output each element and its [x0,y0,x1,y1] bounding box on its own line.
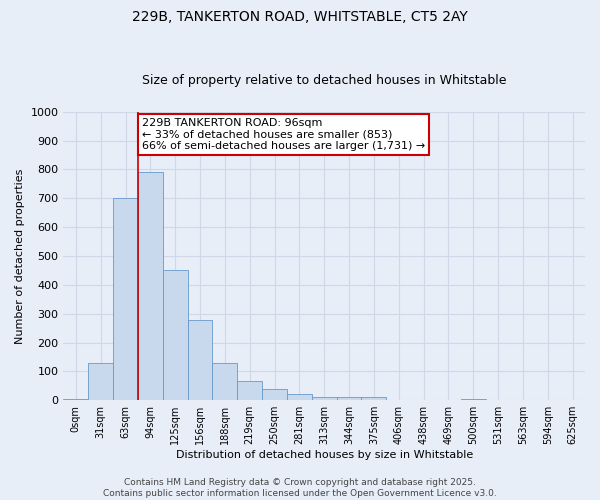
Text: 229B TANKERTON ROAD: 96sqm
← 33% of detached houses are smaller (853)
66% of sem: 229B TANKERTON ROAD: 96sqm ← 33% of deta… [142,118,425,150]
Bar [337,398,361,400]
Bar [262,389,287,400]
Bar [88,362,113,400]
Bar [461,399,485,400]
Bar [237,380,262,400]
Bar [287,394,312,400]
Bar [188,320,212,400]
Bar [212,362,237,400]
Title: Size of property relative to detached houses in Whitstable: Size of property relative to detached ho… [142,74,506,87]
Bar [361,396,386,400]
Bar [64,399,88,400]
Bar [138,172,163,400]
Text: Contains HM Land Registry data © Crown copyright and database right 2025.
Contai: Contains HM Land Registry data © Crown c… [103,478,497,498]
Y-axis label: Number of detached properties: Number of detached properties [15,168,25,344]
X-axis label: Distribution of detached houses by size in Whitstable: Distribution of detached houses by size … [176,450,473,460]
Bar [113,198,138,400]
Bar [163,270,188,400]
Bar [312,398,337,400]
Text: 229B, TANKERTON ROAD, WHITSTABLE, CT5 2AY: 229B, TANKERTON ROAD, WHITSTABLE, CT5 2A… [132,10,468,24]
